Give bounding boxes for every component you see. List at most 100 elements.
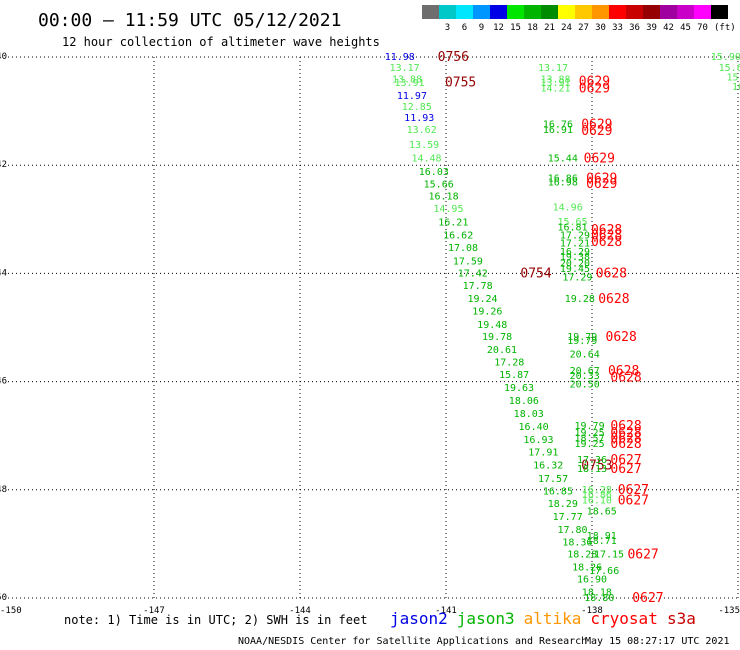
- wave-height-label: 19.78: [482, 332, 512, 343]
- pass-time-label: 0629: [579, 74, 610, 89]
- pass-time-label: 0628: [598, 292, 629, 307]
- wave-height-label: 18.91: [587, 531, 617, 542]
- y-tick-label: -48: [0, 485, 7, 495]
- wave-height-label: 16.91: [543, 125, 573, 136]
- color-scale-label: 12: [493, 23, 504, 33]
- wave-height-label: 17.15: [594, 550, 624, 561]
- wave-height-label: 13.91: [540, 78, 570, 89]
- pass-time-label: 0628: [591, 235, 622, 250]
- wave-height-label: 16.18: [429, 192, 459, 203]
- pass-time-label: 0755: [445, 75, 476, 90]
- wave-height-label: 17.21: [560, 239, 590, 250]
- wave-height-label: 19.63: [504, 383, 534, 394]
- color-scale-swatch: [660, 5, 677, 19]
- wave-height-label: 18.06: [509, 396, 539, 407]
- wave-height-label: 16.85: [543, 486, 573, 497]
- color-scale-label: 27: [578, 23, 589, 33]
- wave-height-label: 15.44: [548, 154, 578, 165]
- wave-height-label: 18.13: [577, 464, 607, 475]
- chart-subtitle: 12 hour collection of altimeter wave hei…: [62, 35, 380, 49]
- pass-time-label: 0628: [606, 330, 637, 345]
- color-scale-swatch: [456, 5, 473, 19]
- pass-time-label: 0627: [627, 548, 658, 563]
- color-scale-label: 21: [544, 23, 555, 33]
- lat-lon-grid: [8, 56, 739, 599]
- color-scale-swatch: [558, 5, 575, 19]
- pass-time-label: 0628: [610, 426, 641, 441]
- wave-height-label: 13.17: [538, 63, 568, 74]
- wave-height-label: 17.66: [589, 566, 619, 577]
- footer-generated: May 15 08:27:17 UTC 2021: [585, 636, 730, 647]
- color-scale-label: 15: [510, 23, 521, 33]
- y-tick-label: -46: [0, 377, 7, 387]
- wave-height-label: 15.66: [424, 180, 454, 191]
- wave-height-label: 16.93: [523, 435, 553, 446]
- pass-time-label: 0627: [632, 591, 663, 606]
- wave-height-label: 16.03: [419, 167, 449, 178]
- wave-height-label: 19.45: [560, 264, 590, 275]
- wave-height-label: 17.78: [463, 281, 493, 292]
- legend-entry: jason2: [390, 609, 448, 628]
- wave-height-label: 14.21: [540, 83, 570, 94]
- color-scale-label: 33: [612, 23, 623, 33]
- color-scale-swatch: [524, 5, 541, 19]
- wave-height-label: 20.20: [560, 259, 590, 270]
- pass-time-label: 0629: [586, 172, 617, 187]
- pass-time-label: 0629: [581, 124, 612, 139]
- wave-height-label: 16.81: [557, 222, 587, 233]
- x-tick-label: -135: [718, 606, 740, 616]
- wave-height-label: 13.17: [390, 63, 420, 74]
- pass-time-label: 0629: [586, 177, 617, 192]
- footer-credit: NOAA/NESDIS Center for Satellite Applica…: [238, 636, 587, 647]
- wave-height-label: 13.91: [394, 78, 424, 89]
- wave-height-label: 16.86: [582, 490, 612, 501]
- wave-height-label: 20.64: [570, 350, 600, 361]
- wave-height-label: 17.29: [560, 231, 590, 242]
- wave-height-label: 17.57: [538, 474, 568, 485]
- x-tick-label: -141: [435, 606, 457, 616]
- footer-note: note: 1) Time is in UTC; 2) SWH is in fe…: [64, 613, 367, 627]
- wave-height-label: 19.79: [575, 421, 605, 432]
- color-scale-swatch: [439, 5, 456, 19]
- pass-time-label: 0627: [618, 483, 649, 498]
- wave-height-label: 18.71: [587, 536, 617, 547]
- wave-height-label: 16.62: [443, 231, 473, 242]
- wave-height-label: 16.21: [438, 218, 468, 229]
- wave-height-label: 19.25: [575, 439, 605, 450]
- wave-height-label: 16.86: [548, 174, 578, 185]
- wave-height-label: 18.57: [575, 433, 605, 444]
- color-scale-label: 24: [561, 23, 572, 33]
- wave-height-label: 16: [732, 82, 740, 93]
- wave-height-label: 18.80: [584, 593, 614, 604]
- wave-height-label: 12.85: [402, 102, 432, 113]
- pass-time-label: 0628: [591, 223, 622, 238]
- legend-entry: altika: [524, 609, 582, 628]
- wave-height-label: 15.65: [557, 217, 587, 228]
- wave-height-label: 18.29: [548, 499, 578, 510]
- pass-time-label: 0628: [610, 419, 641, 434]
- wave-height-label: 13.88: [540, 75, 570, 86]
- color-scale-unit: (ft): [714, 23, 736, 33]
- pass-time-label: 0627: [610, 453, 641, 468]
- pass-time-label: 0629: [584, 152, 615, 167]
- wave-height-label: 17.77: [553, 512, 583, 523]
- wave-height-label: 13.59: [409, 140, 439, 151]
- wave-height-label: 13.62: [407, 125, 437, 136]
- color-scale-swatch: [711, 5, 728, 19]
- pass-time-label: 0629: [581, 118, 612, 133]
- color-scale-label: 70: [697, 23, 708, 33]
- x-tick-label: -147: [143, 606, 165, 616]
- wave-height-label: 20.61: [487, 345, 517, 356]
- axis-tick-labels: -40 -42 -44 -46 -48 -50 -150 -147 -144 -141 -138 -1…: [0, 52, 740, 616]
- color-scale-swatch: [677, 5, 694, 19]
- color-scale-swatch: [541, 5, 558, 19]
- color-scale-label: 18: [527, 23, 538, 33]
- legend-entry: jason3: [457, 609, 515, 628]
- wave-height-label: 14.95: [433, 204, 463, 215]
- color-scale-label: 42: [663, 23, 674, 33]
- color-scale-swatch: [490, 5, 507, 19]
- legend-entry: cryosat: [590, 609, 657, 628]
- wave-height-label: 16.10: [582, 496, 612, 507]
